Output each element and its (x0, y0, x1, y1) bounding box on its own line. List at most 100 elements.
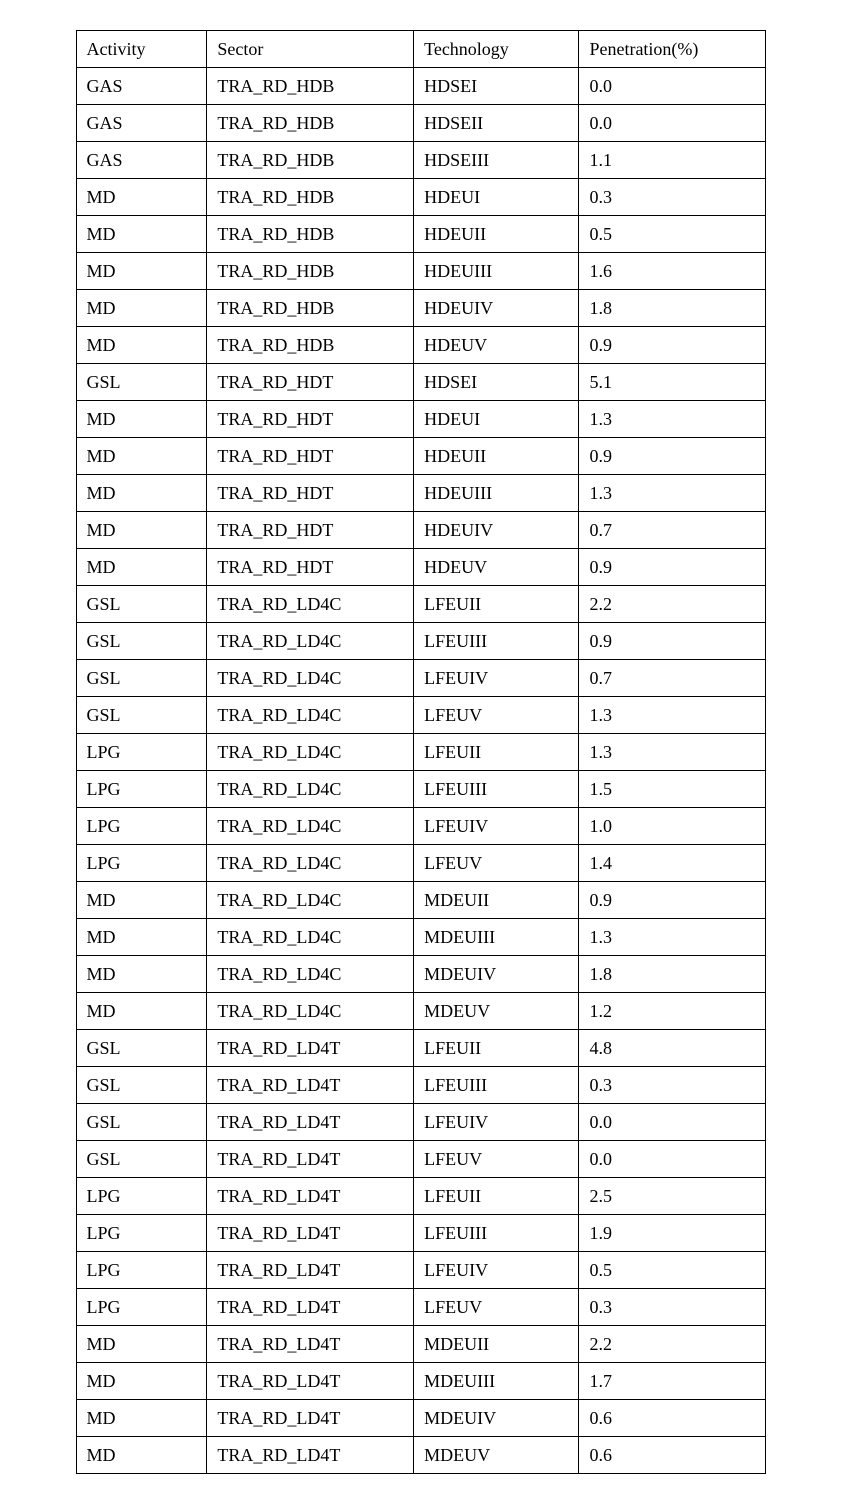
table-cell: 1.8 (579, 290, 765, 327)
table-row: GSLTRA_RD_LD4CLFEUV1.3 (76, 697, 765, 734)
table-cell: 0.7 (579, 512, 765, 549)
table-cell: 1.2 (579, 993, 765, 1030)
table-cell: GSL (76, 697, 207, 734)
table-cell: 1.3 (579, 697, 765, 734)
table-cell: TRA_RD_LD4C (207, 993, 414, 1030)
table-cell: LPG (76, 771, 207, 808)
table-cell: TRA_RD_LD4T (207, 1289, 414, 1326)
table-row: MDTRA_RD_HDTHDEUI1.3 (76, 401, 765, 438)
table-cell: LFEUV (414, 1289, 579, 1326)
table-row: MDTRA_RD_HDTHDEUIII1.3 (76, 475, 765, 512)
table-cell: TRA_RD_LD4T (207, 1178, 414, 1215)
table-cell: 0.9 (579, 549, 765, 586)
table-row: MDTRA_RD_LD4CMDEUIV1.8 (76, 956, 765, 993)
table-cell: LPG (76, 1215, 207, 1252)
table-cell: MD (76, 438, 207, 475)
table-row: GSLTRA_RD_LD4TLFEUII4.8 (76, 1030, 765, 1067)
table-cell: HDEUI (414, 179, 579, 216)
table-row: MDTRA_RD_LD4TMDEUIII1.7 (76, 1363, 765, 1400)
table-row: MDTRA_RD_HDBHDEUI0.3 (76, 179, 765, 216)
table-cell: MDEUV (414, 993, 579, 1030)
table-cell: 1.3 (579, 401, 765, 438)
table-cell: MD (76, 475, 207, 512)
table-cell: TRA_RD_LD4C (207, 808, 414, 845)
table-cell: MD (76, 253, 207, 290)
table-cell: LFEUIV (414, 1252, 579, 1289)
table-cell: HDEUIV (414, 512, 579, 549)
table-cell: 1.3 (579, 919, 765, 956)
table-cell: LFEUIV (414, 1104, 579, 1141)
table-cell: TRA_RD_LD4T (207, 1104, 414, 1141)
table-cell: 0.9 (579, 438, 765, 475)
table-cell: MD (76, 512, 207, 549)
table-cell: HDSEIII (414, 142, 579, 179)
table-cell: LFEUII (414, 1178, 579, 1215)
table-cell: MDEUIII (414, 1363, 579, 1400)
table-cell: 0.5 (579, 216, 765, 253)
table-cell: TRA_RD_LD4C (207, 586, 414, 623)
table-cell: GAS (76, 68, 207, 105)
table-cell: 1.0 (579, 808, 765, 845)
table-cell: TRA_RD_LD4T (207, 1030, 414, 1067)
table-row: GSLTRA_RD_LD4TLFEUIII0.3 (76, 1067, 765, 1104)
table-row: MDTRA_RD_LD4TMDEUIV0.6 (76, 1400, 765, 1437)
table-cell: LFEUIV (414, 660, 579, 697)
table-cell: HDEUII (414, 216, 579, 253)
table-cell: LPG (76, 1178, 207, 1215)
table-row: MDTRA_RD_LD4CMDEUIII1.3 (76, 919, 765, 956)
table-cell: TRA_RD_LD4C (207, 623, 414, 660)
table-row: GSLTRA_RD_HDTHDSEI5.1 (76, 364, 765, 401)
table-cell: LPG (76, 734, 207, 771)
table-row: LPGTRA_RD_LD4TLFEUII2.5 (76, 1178, 765, 1215)
table-cell: MDEUII (414, 882, 579, 919)
table-cell: 0.3 (579, 1067, 765, 1104)
table-cell: MD (76, 179, 207, 216)
table-cell: 1.7 (579, 1363, 765, 1400)
table-cell: MD (76, 993, 207, 1030)
table-cell: GSL (76, 1067, 207, 1104)
header-penetration: Penetration(%) (579, 31, 765, 68)
header-sector: Sector (207, 31, 414, 68)
table-cell: MD (76, 956, 207, 993)
table-row: MDTRA_RD_HDBHDEUIII1.6 (76, 253, 765, 290)
table-cell: TRA_RD_LD4C (207, 845, 414, 882)
table-cell: 0.3 (579, 1289, 765, 1326)
table-cell: MDEUV (414, 1437, 579, 1474)
table-cell: TRA_RD_HDB (207, 179, 414, 216)
header-activity: Activity (76, 31, 207, 68)
table-cell: 0.0 (579, 1141, 765, 1178)
header-technology: Technology (414, 31, 579, 68)
table-row: GSLTRA_RD_LD4TLFEUV0.0 (76, 1141, 765, 1178)
table-cell: LFEUIII (414, 1215, 579, 1252)
table-row: GSLTRA_RD_LD4CLFEUIV0.7 (76, 660, 765, 697)
header-row: Activity Sector Technology Penetration(%… (76, 31, 765, 68)
table-cell: HDSEII (414, 105, 579, 142)
table-row: GASTRA_RD_HDBHDSEIII1.1 (76, 142, 765, 179)
table-cell: 0.5 (579, 1252, 765, 1289)
table-row: LPGTRA_RD_LD4CLFEUV1.4 (76, 845, 765, 882)
table-cell: HDSEI (414, 68, 579, 105)
table-cell: LPG (76, 808, 207, 845)
table-cell: TRA_RD_LD4T (207, 1437, 414, 1474)
table-cell: TRA_RD_HDT (207, 401, 414, 438)
table-cell: 1.3 (579, 734, 765, 771)
table-cell: TRA_RD_LD4T (207, 1067, 414, 1104)
table-cell: 2.5 (579, 1178, 765, 1215)
table-cell: HDEUII (414, 438, 579, 475)
table-cell: 4.8 (579, 1030, 765, 1067)
table-row: LPGTRA_RD_LD4TLFEUV0.3 (76, 1289, 765, 1326)
table-cell: 1.5 (579, 771, 765, 808)
table-cell: 0.7 (579, 660, 765, 697)
table-cell: 0.3 (579, 179, 765, 216)
table-cell: MD (76, 401, 207, 438)
table-cell: HDEUI (414, 401, 579, 438)
table-cell: TRA_RD_HDB (207, 216, 414, 253)
table-cell: MDEUIV (414, 956, 579, 993)
table-cell: TRA_RD_HDT (207, 549, 414, 586)
table-cell: LFEUIII (414, 623, 579, 660)
table-row: LPGTRA_RD_LD4TLFEUIV0.5 (76, 1252, 765, 1289)
table-cell: HDEUIII (414, 475, 579, 512)
table-row: MDTRA_RD_HDBHDEUV0.9 (76, 327, 765, 364)
table-cell: 0.0 (579, 1104, 765, 1141)
table-cell: TRA_RD_LD4T (207, 1363, 414, 1400)
